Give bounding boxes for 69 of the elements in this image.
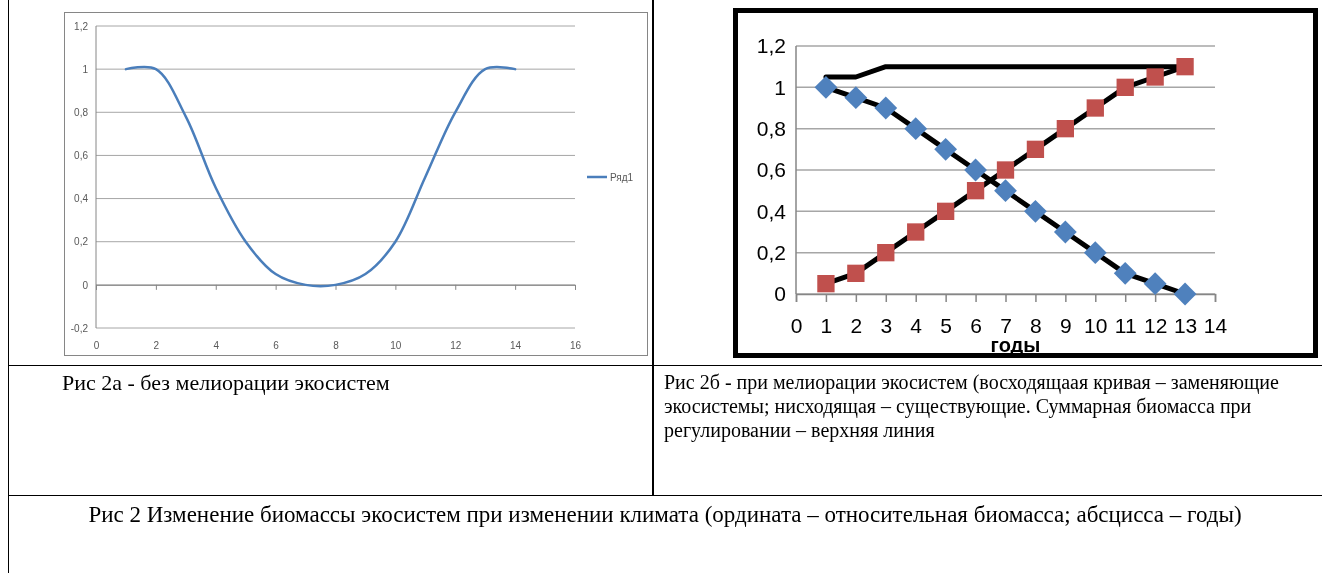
x-tick-label: 16 <box>569 340 582 352</box>
x-tick-label: 5 <box>940 313 952 337</box>
point <box>934 137 958 161</box>
y-tick-label: -0,2 <box>70 322 89 334</box>
point <box>1083 241 1107 265</box>
point <box>966 182 985 200</box>
point <box>994 179 1017 203</box>
x-tick-label: 10 <box>1084 313 1108 337</box>
x-tick-label: 10 <box>390 340 402 352</box>
x-tick-label: 12 <box>1143 313 1168 337</box>
x-tick-label: 14 <box>1203 313 1228 337</box>
x-tick-label: 7 <box>1000 313 1012 337</box>
y-tick-label: 1,2 <box>756 34 786 58</box>
legend-label: Ряд1 <box>610 172 634 183</box>
x-tick-label: 13 <box>1173 313 1198 337</box>
y-tick-label: 0 <box>82 279 89 291</box>
point <box>877 244 895 262</box>
x-tick-label: 0 <box>790 313 803 337</box>
text: Рис 2 Изменение биомассы экосистем при изменении климата (ордината – относительная биомасса; абсцисса – годы) <box>87 501 1243 529</box>
point <box>964 158 987 182</box>
point <box>844 86 868 110</box>
point <box>1024 199 1047 223</box>
x-tick-label: 12 <box>450 340 462 352</box>
point <box>936 202 955 220</box>
x-tick-label: 4 <box>213 340 220 352</box>
y-tick-label: 0,6 <box>74 150 89 162</box>
point <box>1146 68 1164 86</box>
y-tick-label: 0,8 <box>756 116 786 140</box>
point <box>907 223 925 241</box>
point <box>996 161 1015 179</box>
point <box>904 117 928 141</box>
x-tick-label: 14 <box>510 340 522 352</box>
point <box>1173 282 1197 306</box>
y-tick-label: 0,4 <box>756 199 787 223</box>
x-tick-label: 6 <box>970 313 982 337</box>
point <box>1176 58 1194 76</box>
point <box>1053 220 1077 244</box>
point <box>1143 272 1167 296</box>
y-tick-label: 1 <box>774 75 786 99</box>
y-tick-label: 0,2 <box>74 236 89 248</box>
y-tick-label: 0,8 <box>74 106 89 118</box>
y-tick-label: 1,2 <box>74 20 89 32</box>
y-tick-label: 1 <box>82 63 89 75</box>
point <box>1086 99 1104 117</box>
x-tick-label: 4 <box>910 313 923 337</box>
x-tick-label: 2 <box>850 313 863 337</box>
point <box>874 96 898 120</box>
text: Рис 2а - без мелиорации экосистем <box>62 370 391 396</box>
y-tick-label: 0,2 <box>756 240 786 264</box>
x-tick-label: 8 <box>1030 313 1042 337</box>
point <box>847 264 865 282</box>
point <box>817 275 835 293</box>
point <box>1113 261 1137 285</box>
point <box>1056 120 1075 138</box>
y-tick-label: 0 <box>774 282 786 306</box>
y-tick-label: 0,4 <box>74 193 89 205</box>
x-tick-label: 1 <box>820 313 833 337</box>
x-tick-label: 8 <box>333 340 340 352</box>
x-tick-label: 9 <box>1060 313 1072 337</box>
y-tick-label: 0,6 <box>756 158 786 182</box>
point <box>1026 140 1045 158</box>
x-tick-label: 2 <box>153 340 160 352</box>
x-tick-label: 3 <box>880 313 893 337</box>
x-tick-label: 6 <box>273 340 280 352</box>
text: Рис 2б - при мелиорации экосистем (восходящаая кривая – заменяющие экосистемы; нисходящая – существующие. Суммарная биомасса при регулировании – верхняя линия <box>664 370 1280 442</box>
point <box>814 75 838 99</box>
x-tick-label: 0 <box>93 340 100 352</box>
point <box>1116 78 1134 96</box>
x-tick-label: 11 <box>1114 313 1137 337</box>
